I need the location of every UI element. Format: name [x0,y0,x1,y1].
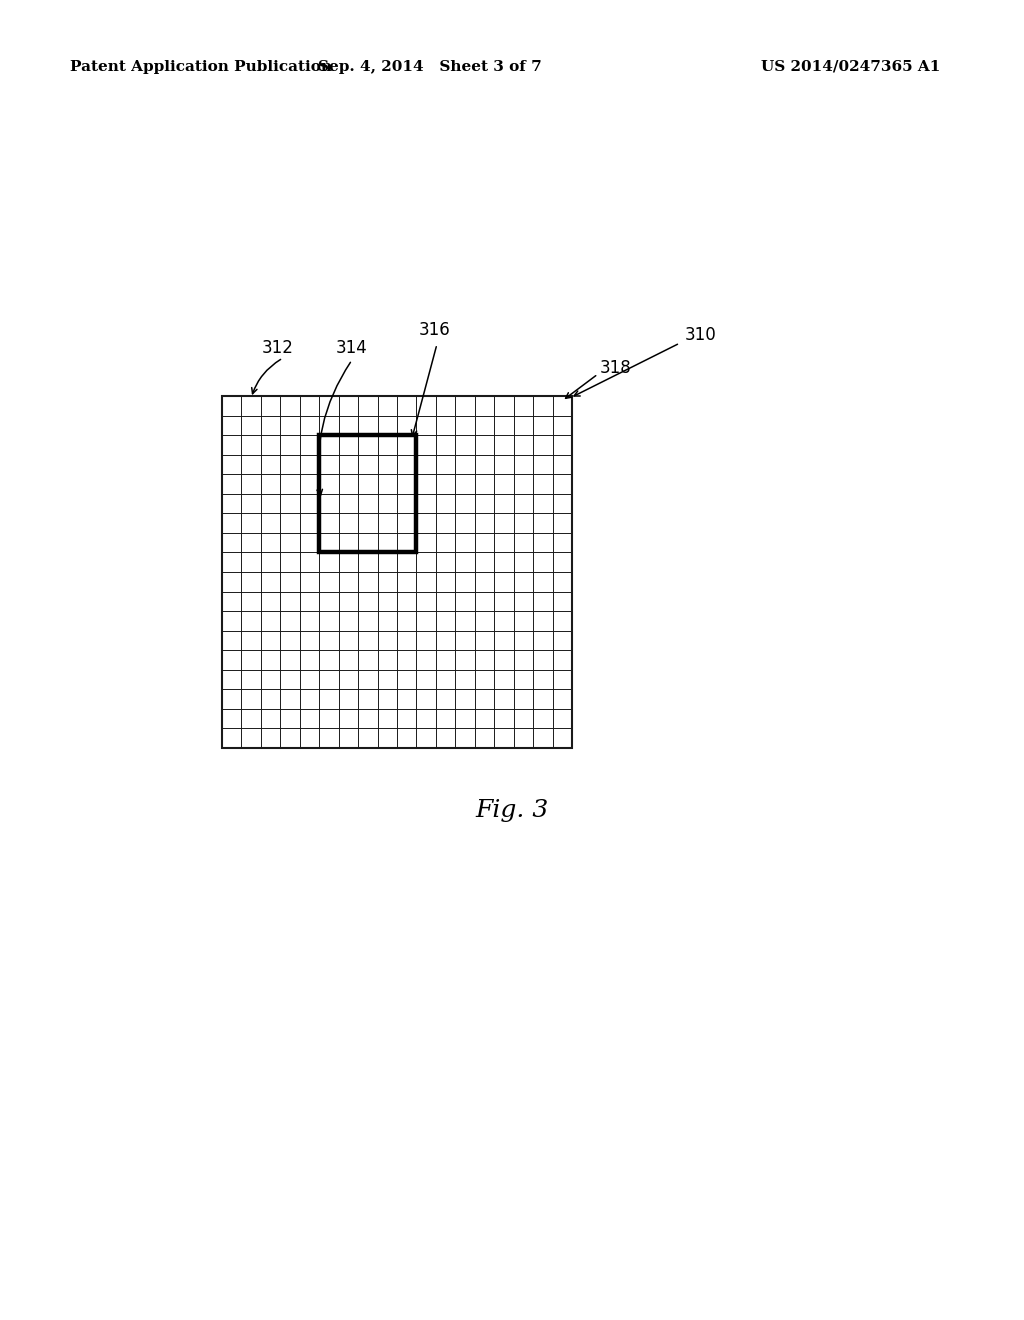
Bar [319,436,417,553]
Text: 314: 314 [336,339,368,356]
Text: 318: 318 [600,359,632,378]
Text: 312: 312 [262,339,294,356]
Text: Patent Application Publication: Patent Application Publication [70,59,332,74]
Bar [222,396,572,748]
Text: 310: 310 [685,326,717,345]
Text: 316: 316 [419,321,451,339]
Text: Sep. 4, 2014   Sheet 3 of 7: Sep. 4, 2014 Sheet 3 of 7 [318,59,542,74]
Text: US 2014/0247365 A1: US 2014/0247365 A1 [761,59,940,74]
Text: Fig. 3: Fig. 3 [475,799,549,821]
